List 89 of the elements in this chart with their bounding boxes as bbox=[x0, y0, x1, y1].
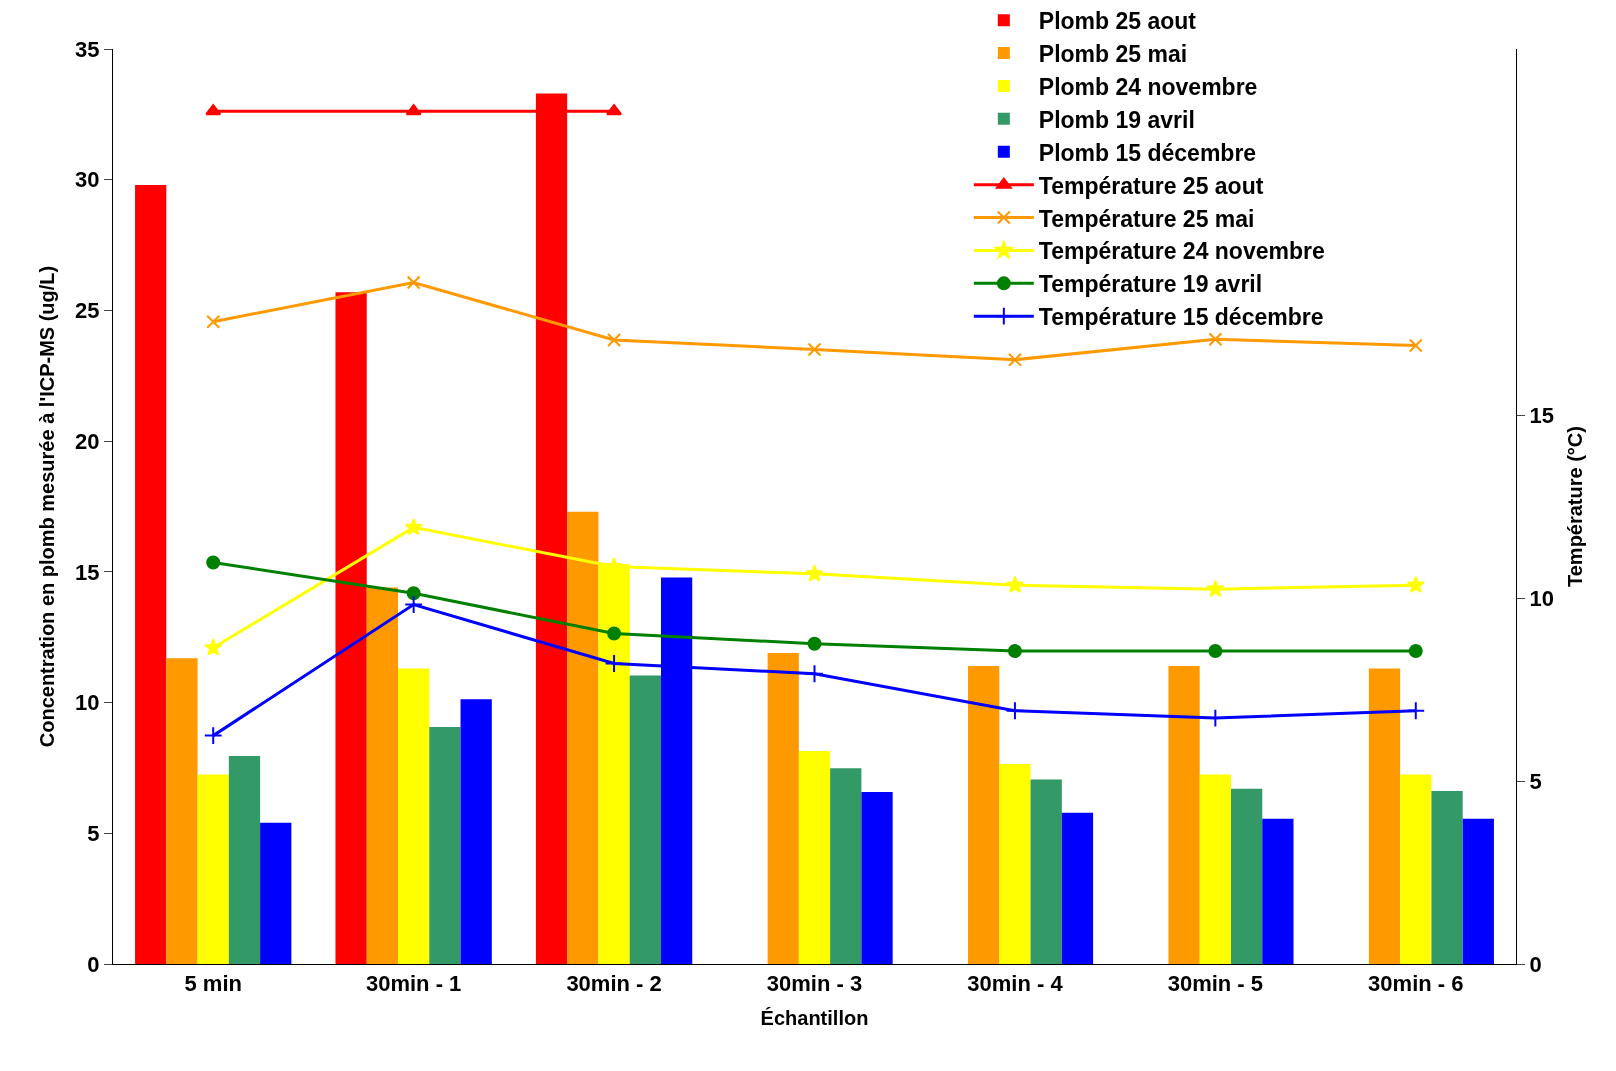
legend-label: Température 15 décembre bbox=[1038, 304, 1324, 331]
legend-label: Plomb 19 avril bbox=[1038, 106, 1195, 133]
bar bbox=[460, 699, 492, 964]
point bbox=[607, 626, 622, 641]
legend-label: Plomb 25 mai bbox=[1038, 40, 1188, 67]
point bbox=[1408, 338, 1423, 353]
x-axis-title: Échantillon bbox=[760, 1006, 869, 1029]
bar bbox=[798, 750, 831, 964]
bar bbox=[567, 511, 599, 964]
bar bbox=[629, 675, 661, 964]
y-axis-title: Concentration en plomb mesurée à l'ICP-MS (ug/L) bbox=[35, 265, 58, 748]
y-tick-label: 30 bbox=[75, 167, 100, 193]
y-tick-label: 10 bbox=[75, 690, 100, 716]
x-tick-label: 30min - 6 bbox=[1368, 971, 1464, 997]
bar bbox=[228, 755, 261, 964]
point bbox=[406, 275, 421, 290]
point bbox=[206, 314, 221, 329]
y-tick-label: 0 bbox=[87, 951, 100, 977]
bar bbox=[861, 791, 893, 964]
bar bbox=[830, 768, 862, 964]
point bbox=[205, 104, 222, 116]
point bbox=[404, 595, 424, 614]
bar bbox=[1230, 788, 1263, 964]
bar bbox=[1462, 818, 1494, 964]
legend-label: Plomb 15 décembre bbox=[1038, 139, 1257, 166]
bar bbox=[968, 665, 1000, 964]
bar bbox=[135, 184, 167, 964]
point bbox=[606, 104, 622, 116]
legend-label: Température 25 mai bbox=[1038, 205, 1255, 232]
point bbox=[1406, 575, 1425, 593]
bar bbox=[197, 774, 229, 964]
point bbox=[1007, 352, 1022, 367]
point bbox=[1005, 701, 1025, 721]
y2-axis-title: Température (°C) bbox=[1564, 426, 1587, 587]
point bbox=[1206, 579, 1225, 598]
bar bbox=[1199, 774, 1231, 964]
legend-label: Température 24 novembre bbox=[1038, 238, 1325, 265]
bar bbox=[1262, 818, 1294, 964]
legend-label: Température 19 avril bbox=[1038, 271, 1263, 298]
bar bbox=[999, 764, 1031, 964]
bar bbox=[335, 292, 367, 964]
bar bbox=[1168, 665, 1200, 964]
y-tick-label: 35 bbox=[75, 36, 100, 62]
bar bbox=[1030, 779, 1062, 964]
bar bbox=[1368, 668, 1401, 964]
y2-tick-label: 0 bbox=[1529, 951, 1542, 977]
bar bbox=[260, 822, 292, 964]
point bbox=[206, 555, 221, 570]
point bbox=[404, 517, 423, 536]
x-tick-label: 30min - 4 bbox=[967, 971, 1064, 997]
point bbox=[1208, 332, 1223, 347]
point bbox=[805, 564, 824, 582]
bar bbox=[366, 587, 399, 964]
bar bbox=[767, 652, 799, 964]
point bbox=[805, 664, 824, 684]
x-tick-label: 30min - 5 bbox=[1167, 971, 1264, 997]
y-tick-label: 5 bbox=[87, 820, 100, 846]
y-tick-label: 20 bbox=[75, 428, 100, 454]
y2-tick-label: 15 bbox=[1529, 402, 1554, 428]
point bbox=[1007, 644, 1022, 659]
point bbox=[405, 104, 422, 116]
bar bbox=[1400, 774, 1432, 964]
point bbox=[204, 638, 223, 656]
x-tick-label: 5 min bbox=[184, 971, 242, 997]
point bbox=[607, 332, 622, 347]
point bbox=[1408, 644, 1423, 659]
bar bbox=[398, 668, 430, 964]
point bbox=[406, 586, 421, 601]
point bbox=[807, 636, 822, 651]
x-tick-label: 30min - 1 bbox=[365, 971, 462, 997]
y-tick-label: 15 bbox=[75, 559, 100, 585]
x-tick-label: 30min - 3 bbox=[766, 971, 863, 997]
point bbox=[1005, 575, 1024, 593]
point bbox=[1406, 701, 1426, 721]
legend-label: Plomb 25 aout bbox=[1038, 8, 1197, 35]
point bbox=[1208, 644, 1223, 659]
point bbox=[807, 342, 822, 357]
legend-label: Température 25 aout bbox=[1038, 172, 1264, 199]
bar bbox=[1061, 812, 1094, 964]
bar bbox=[429, 726, 461, 964]
bar bbox=[166, 658, 198, 964]
bar bbox=[1431, 790, 1463, 964]
point bbox=[604, 654, 624, 673]
y-tick-label: 25 bbox=[75, 298, 100, 324]
y2-tick-label: 5 bbox=[1529, 768, 1542, 794]
y2-tick-label: 10 bbox=[1529, 585, 1554, 611]
legend-label: Plomb 24 novembre bbox=[1038, 73, 1258, 100]
point bbox=[203, 726, 223, 746]
x-tick-label: 30min - 2 bbox=[566, 971, 662, 997]
